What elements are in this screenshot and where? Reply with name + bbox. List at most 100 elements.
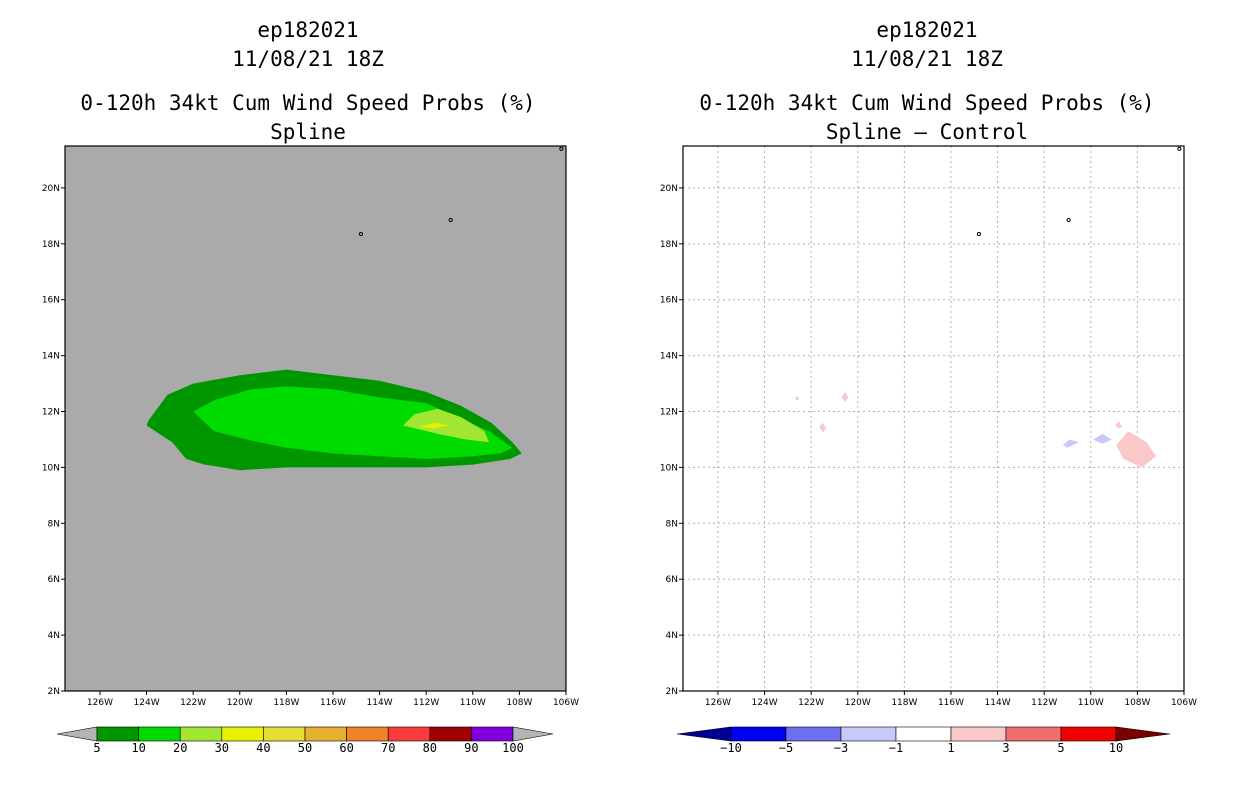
contour-level-10 xyxy=(193,386,513,459)
y-tick-label: 12N xyxy=(42,408,60,418)
colorbar-swatch xyxy=(346,726,389,742)
island-a-marker xyxy=(358,231,364,237)
colorbar-label: 1 xyxy=(947,741,954,755)
x-tick-label: 114W xyxy=(367,698,393,708)
colorbar-high-arrow xyxy=(512,726,554,742)
map-background xyxy=(683,146,1184,691)
y-tick-label: 18N xyxy=(660,240,678,250)
x-tick-label: 120W xyxy=(227,698,253,708)
y-tick-label: 16N xyxy=(660,296,678,306)
plot-frame xyxy=(682,145,1185,692)
y-tick-label: 18N xyxy=(42,240,60,250)
contour-level-neg1 xyxy=(1093,433,1112,444)
plot-frame xyxy=(64,145,567,692)
x-tick-label: 124W xyxy=(134,698,160,708)
contour-level-1 xyxy=(841,391,849,402)
colorbar-label: 20 xyxy=(173,741,187,755)
colorbar-label: −5 xyxy=(779,741,793,755)
colorbar-label: 100 xyxy=(502,741,524,755)
colorbar-label: 30 xyxy=(215,741,229,755)
y-tick-label: 6N xyxy=(48,575,60,585)
colorbar-swatch xyxy=(785,726,842,742)
x-tick-label: 112W xyxy=(413,698,439,708)
y-tick-label: 10N xyxy=(660,463,678,473)
panel-0: 126W 124W 122W 120W 118W 116W 114W 112W 110W 108W… xyxy=(42,145,579,755)
colorbar: −10 −5 −3 −1 1 3 5 10 xyxy=(676,726,1171,755)
colorbar-swatch xyxy=(304,726,347,742)
colorbar-label: 10 xyxy=(131,741,145,755)
x-tick-label: 116W xyxy=(320,698,346,708)
x-tick-label: 118W xyxy=(273,698,299,708)
colorbar-label: 10 xyxy=(1109,741,1123,755)
y-tick-label: 14N xyxy=(660,352,678,362)
island-a-marker xyxy=(976,231,982,237)
colorbar: 5 10 20 30 40 50 60 70 80 90 100 xyxy=(56,726,554,755)
colorbar-high-arrow xyxy=(1115,726,1171,742)
x-tick-label: 110W xyxy=(460,698,486,708)
colorbar-swatch xyxy=(1060,726,1117,742)
colorbar-swatch xyxy=(840,726,897,742)
x-tick-label: 122W xyxy=(798,698,824,708)
colorbar-label: 70 xyxy=(381,741,395,755)
x-tick-label: 122W xyxy=(180,698,206,708)
colorbar-swatch xyxy=(1005,726,1062,742)
colorbar-label: 90 xyxy=(464,741,478,755)
y-tick-label: 6N xyxy=(666,575,678,585)
y-tick-label: 20N xyxy=(660,184,678,194)
y-tick-label: 2N xyxy=(48,687,60,697)
contour-level-1 xyxy=(819,422,827,433)
island-b-marker xyxy=(448,217,453,223)
x-tick-label: 126W xyxy=(705,698,731,708)
y-tick-label: 2N xyxy=(666,687,678,697)
colorbar-swatch xyxy=(221,726,264,742)
colorbar-swatch xyxy=(429,726,472,742)
y-tick-label: 16N xyxy=(42,296,60,306)
contour-level-1 xyxy=(1115,421,1123,429)
right-title: 0-120h 34kt Cum Wind Speed Probs (%) xyxy=(699,91,1155,115)
left-date: 11/08/21 18Z xyxy=(232,47,384,71)
island-c-marker xyxy=(1177,146,1182,151)
colorbar-label: 50 xyxy=(298,741,312,755)
contour-level-1 xyxy=(1116,431,1156,468)
y-tick-label: 10N xyxy=(42,463,60,473)
colorbar-label: −3 xyxy=(834,741,848,755)
x-tick-label: 106W xyxy=(1171,698,1197,708)
colorbar-swatch xyxy=(471,726,514,742)
colorbar-swatch xyxy=(96,726,139,742)
right-storm-id: ep182021 xyxy=(876,18,978,42)
colorbar-label: 5 xyxy=(1057,741,1064,755)
x-tick-label: 108W xyxy=(506,698,532,708)
colorbar-swatch xyxy=(179,726,223,742)
x-tick-label: 126W xyxy=(87,698,113,708)
island-b-marker xyxy=(1066,217,1071,223)
x-tick-label: 116W xyxy=(938,698,964,708)
colorbar-low-arrow xyxy=(56,726,98,742)
x-tick-label: 108W xyxy=(1124,698,1150,708)
y-tick-label: 14N xyxy=(42,352,60,362)
x-tick-label: 106W xyxy=(553,698,579,708)
y-tick-label: 20N xyxy=(42,184,60,194)
colorbar-label: 5 xyxy=(93,741,100,755)
left-subtitle: Spline xyxy=(270,120,346,144)
x-tick-label: 112W xyxy=(1031,698,1057,708)
colorbar-label: 40 xyxy=(256,741,270,755)
panel-1: 126W 124W 122W 120W 118W 116W 114W 112W 110W 108W… xyxy=(660,145,1197,755)
y-tick-label: 8N xyxy=(48,519,60,529)
x-tick-label: 118W xyxy=(891,698,917,708)
contour-level-neg1 xyxy=(1062,439,1080,448)
colorbar-label: 80 xyxy=(423,741,437,755)
colorbar-swatch xyxy=(263,726,306,742)
x-tick-label: 120W xyxy=(845,698,871,708)
left-title: 0-120h 34kt Cum Wind Speed Probs (%) xyxy=(80,91,536,115)
x-tick-label: 114W xyxy=(985,698,1011,708)
colorbar-swatch xyxy=(730,726,787,742)
colorbar-label: 60 xyxy=(339,741,353,755)
colorbar-swatch xyxy=(138,726,181,742)
contour-level-1 xyxy=(794,396,800,401)
y-tick-label: 4N xyxy=(666,631,678,641)
colorbar-low-arrow xyxy=(676,726,732,742)
contour-level-30 xyxy=(419,422,450,429)
colorbar-label: 3 xyxy=(1002,741,1009,755)
colorbar-swatch xyxy=(895,726,952,742)
